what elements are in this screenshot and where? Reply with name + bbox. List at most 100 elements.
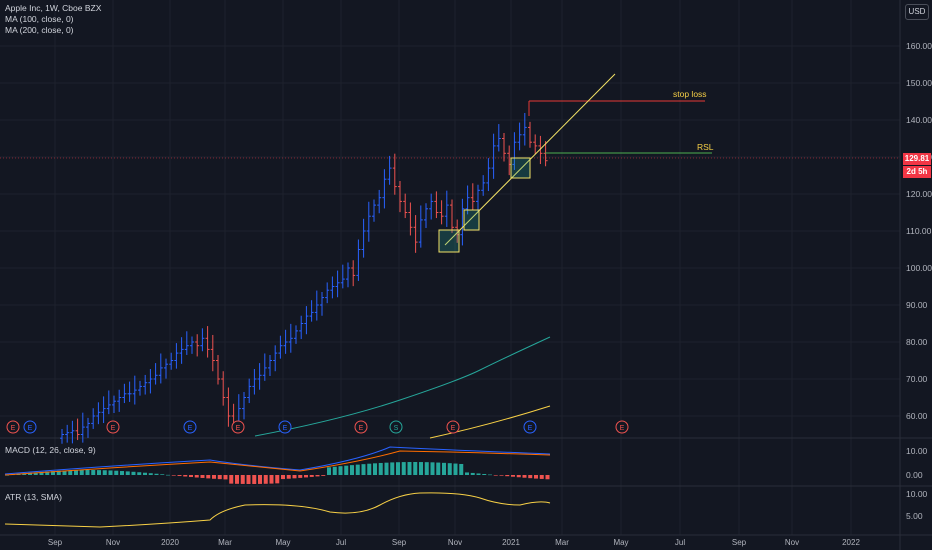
price-bar[interactable] — [132, 375, 137, 405]
price-bar[interactable] — [491, 133, 496, 179]
price-bar[interactable] — [122, 383, 127, 404]
price-bar[interactable] — [153, 363, 158, 385]
price-bar[interactable] — [517, 122, 522, 151]
event-marker[interactable]: E — [106, 420, 120, 434]
price-bar[interactable] — [408, 202, 413, 236]
price-bar[interactable] — [143, 374, 148, 395]
price-bar[interactable] — [309, 300, 314, 322]
atr-pane[interactable]: 10.00 5.00 — [4, 489, 928, 528]
price-bar[interactable] — [257, 363, 262, 390]
price-bar[interactable] — [424, 203, 428, 229]
price-bar[interactable] — [226, 387, 231, 427]
event-marker[interactable]: E — [446, 420, 460, 434]
price-bar[interactable] — [60, 428, 64, 444]
event-marker[interactable]: E — [615, 420, 629, 434]
price-bar[interactable] — [148, 369, 153, 394]
price-bar[interactable] — [283, 329, 288, 354]
price-bar[interactable] — [496, 124, 501, 152]
price-bar[interactable] — [75, 418, 80, 441]
price-bar[interactable] — [522, 112, 527, 146]
price-bar[interactable] — [127, 381, 132, 402]
price-bar[interactable] — [164, 358, 168, 379]
price-bar[interactable] — [356, 239, 361, 281]
price-bar[interactable] — [184, 331, 189, 355]
price-bar[interactable] — [299, 315, 304, 340]
event-marker[interactable]: E — [523, 420, 537, 434]
price-bar[interactable] — [294, 325, 298, 344]
price-bar[interactable] — [117, 389, 122, 412]
atr-title[interactable]: ATR (13, SMA) — [5, 492, 62, 502]
price-bar[interactable] — [512, 132, 517, 170]
price-bar[interactable] — [325, 282, 330, 304]
event-marker[interactable]: E — [183, 420, 197, 434]
price-bar[interactable] — [366, 201, 371, 242]
price-bar[interactable] — [138, 380, 142, 396]
price-bar[interactable] — [268, 354, 272, 377]
ma100-legend[interactable]: MA (100, close, 0) — [5, 14, 74, 24]
price-bar[interactable] — [533, 134, 538, 155]
price-bar[interactable] — [158, 353, 163, 384]
price-bar[interactable] — [387, 155, 392, 185]
price-bar[interactable] — [205, 326, 210, 358]
highlight-box-2[interactable] — [463, 209, 480, 231]
price-bar[interactable] — [335, 270, 340, 298]
highlight-box-3[interactable] — [510, 157, 531, 179]
macd-title[interactable]: MACD (12, 26, close, 9) — [5, 445, 96, 455]
price-bar[interactable] — [538, 135, 543, 165]
price-bar[interactable] — [106, 390, 111, 415]
price-bar[interactable] — [429, 193, 434, 220]
drawings[interactable]: stop loss RSL — [0, 73, 900, 253]
price-bar[interactable] — [372, 199, 376, 222]
price-bar[interactable] — [392, 153, 397, 195]
time-axis[interactable]: Sep Nov 2020 Mar May Jul Sep Nov 2021 Mar May Jul Se… — [48, 538, 861, 547]
price-bar[interactable] — [470, 183, 475, 210]
price-bar[interactable] — [174, 343, 179, 369]
price-bar[interactable] — [413, 215, 418, 253]
price-bar[interactable] — [398, 181, 402, 213]
price-bar[interactable] — [242, 391, 246, 420]
price-bar[interactable] — [86, 417, 90, 438]
price-bar[interactable] — [221, 371, 226, 406]
price-bar[interactable] — [65, 424, 70, 443]
currency-button[interactable]: USD — [905, 4, 929, 20]
event-marker[interactable]: E — [231, 420, 245, 434]
symbol-title[interactable]: Apple Inc, 1W, Cboe BZX — [5, 3, 102, 13]
event-marker[interactable]: E — [6, 420, 20, 434]
price-bar[interactable] — [247, 378, 252, 404]
price-bar[interactable] — [200, 328, 205, 352]
price-bar[interactable] — [351, 260, 356, 287]
price-bar[interactable] — [330, 276, 335, 299]
price-bar[interactable] — [486, 158, 491, 192]
price-bar[interactable] — [361, 218, 366, 258]
price-bar[interactable] — [210, 334, 215, 372]
price-bar[interactable] — [190, 336, 194, 354]
price-bar[interactable] — [434, 191, 439, 219]
event-marker[interactable]: E — [23, 420, 37, 434]
price-bar[interactable] — [450, 199, 454, 233]
price-bar[interactable] — [377, 189, 382, 214]
ma200-legend[interactable]: MA (200, close, 0) — [5, 25, 74, 35]
event-marker[interactable]: S — [389, 420, 403, 434]
price-bar[interactable] — [80, 412, 85, 443]
price-bar[interactable] — [273, 345, 278, 372]
price-bar[interactable] — [70, 420, 75, 444]
price-bar[interactable] — [320, 292, 324, 316]
event-marker[interactable]: E — [354, 420, 368, 434]
price-bar[interactable] — [304, 306, 309, 335]
price-bar[interactable] — [101, 396, 106, 424]
price-bar[interactable] — [216, 354, 220, 385]
price-bar[interactable] — [278, 335, 283, 359]
highlight-box-1[interactable] — [438, 229, 460, 253]
price-bar[interactable] — [179, 337, 184, 364]
price-bar[interactable] — [169, 352, 174, 370]
price-bar[interactable] — [481, 175, 486, 196]
price-bar[interactable] — [112, 395, 116, 414]
event-marker[interactable]: E — [278, 420, 292, 434]
price-bar[interactable] — [460, 198, 465, 246]
price-bar[interactable] — [262, 353, 267, 381]
price-bar[interactable] — [91, 408, 96, 429]
price-bar[interactable] — [340, 264, 345, 289]
price-bar[interactable] — [439, 200, 444, 225]
